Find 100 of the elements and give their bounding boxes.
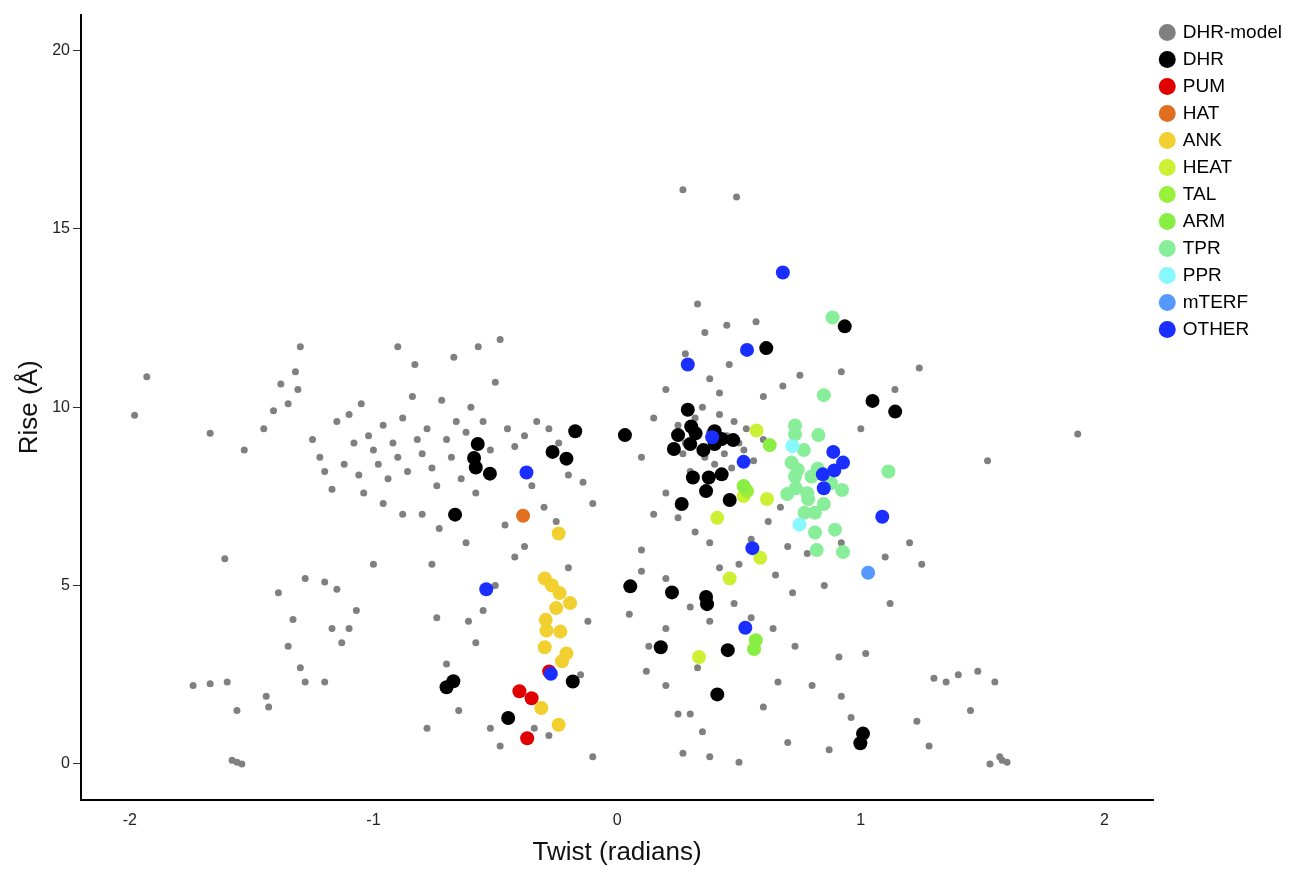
point [623, 579, 638, 594]
x-axis-title: Twist (radians) [532, 835, 702, 866]
point [736, 454, 751, 469]
point [512, 684, 527, 699]
point [825, 310, 840, 325]
legend-label: HAT [1182, 101, 1220, 123]
point [539, 623, 554, 638]
point [685, 470, 700, 485]
point [747, 642, 762, 657]
point [775, 265, 790, 280]
point [827, 463, 842, 478]
point [683, 437, 698, 452]
point [726, 433, 741, 448]
point [738, 620, 753, 635]
point [549, 601, 564, 616]
point [861, 565, 876, 580]
point [780, 486, 795, 501]
point [865, 393, 880, 408]
point [692, 649, 707, 664]
point [808, 505, 823, 520]
point [736, 479, 751, 494]
point [816, 496, 831, 511]
x-tick-label: -1 [366, 810, 381, 828]
point [516, 508, 531, 523]
y-axis-title: Rise (Å) [12, 360, 43, 455]
point [482, 466, 497, 481]
y-tick-label: 10 [52, 397, 71, 415]
point [534, 700, 549, 715]
point [700, 597, 715, 612]
point [788, 427, 803, 442]
point [559, 451, 574, 466]
legend-label: PUM [1182, 74, 1225, 96]
point [811, 428, 826, 443]
point [664, 585, 679, 600]
point [740, 342, 755, 357]
point [785, 439, 800, 454]
legend-label: DHR [1182, 47, 1224, 69]
point [555, 654, 570, 669]
y-tick-label: 15 [52, 219, 71, 237]
point [809, 542, 824, 557]
point [888, 404, 903, 419]
point [666, 442, 681, 457]
x-tick-label: 0 [612, 810, 622, 828]
point [446, 674, 461, 689]
point [524, 691, 539, 706]
point [836, 455, 851, 470]
legend-label: TPR [1182, 236, 1221, 258]
point [722, 493, 737, 508]
point [468, 460, 483, 475]
point [448, 507, 463, 522]
point [674, 496, 689, 511]
point [749, 423, 764, 438]
point [551, 526, 566, 541]
legend-label: PPR [1182, 263, 1222, 285]
point [710, 510, 725, 525]
point [722, 571, 737, 586]
point [835, 483, 850, 498]
point [788, 469, 803, 484]
point [553, 624, 568, 639]
point [501, 710, 516, 725]
point [545, 444, 560, 459]
point [705, 430, 720, 445]
point [565, 674, 580, 689]
point [519, 465, 534, 480]
point [688, 426, 703, 441]
point [720, 643, 735, 658]
point [537, 640, 552, 655]
point [552, 586, 567, 601]
legend-label: DHR-model [1182, 20, 1283, 42]
y-tick-label: 20 [52, 41, 71, 59]
x-tick-label: 2 [1100, 810, 1110, 828]
point [699, 484, 714, 499]
point [815, 467, 830, 482]
point [617, 428, 632, 443]
point [680, 402, 695, 417]
point [826, 444, 841, 459]
point [836, 545, 851, 560]
point [470, 437, 485, 452]
legend-label: OTHER [1182, 317, 1250, 339]
point [671, 428, 686, 443]
legend-label: TAL [1182, 182, 1217, 204]
y-tick-label: 0 [61, 754, 71, 772]
point [568, 424, 583, 439]
point [762, 438, 777, 453]
point [563, 596, 578, 611]
point [520, 731, 535, 746]
point [792, 517, 807, 532]
point [753, 550, 768, 565]
point [680, 357, 695, 372]
point [710, 687, 725, 702]
point [653, 640, 668, 655]
legend-label: ANK [1182, 128, 1223, 150]
point [875, 509, 890, 524]
point [853, 736, 868, 751]
point [837, 319, 852, 334]
x-tick-label: -2 [122, 810, 137, 828]
point [816, 481, 831, 496]
legend-label: mTERF [1182, 290, 1249, 312]
y-tick-label: 5 [61, 576, 71, 594]
x-tick-label: 1 [856, 810, 866, 828]
